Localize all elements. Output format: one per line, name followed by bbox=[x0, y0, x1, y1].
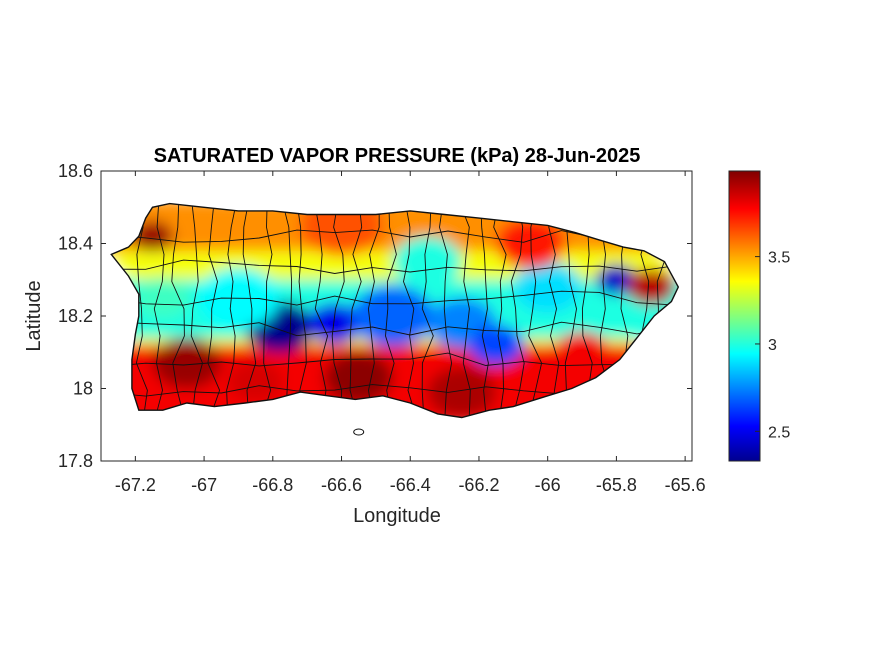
municipality-border bbox=[528, 203, 543, 418]
x-tick-label: -65.8 bbox=[596, 475, 637, 495]
municipality-border bbox=[367, 203, 380, 418]
y-tick-label: 18.2 bbox=[58, 306, 93, 326]
x-tick-label: -66 bbox=[535, 475, 561, 495]
x-axis-ticks: -67.2 -67 -66.8 -66.6 -66.4 -66.2 -66 -65.8 -65.… bbox=[115, 171, 706, 495]
field-hotspot bbox=[496, 218, 565, 269]
y-tick-label: 18 bbox=[73, 379, 93, 399]
municipality-border bbox=[207, 203, 221, 418]
municipality-border bbox=[385, 203, 397, 418]
municipality-border bbox=[349, 203, 363, 418]
municipality-border bbox=[111, 352, 679, 368]
x-tick-label: -66.8 bbox=[252, 475, 293, 495]
caja-de-muertos-island bbox=[353, 428, 365, 436]
municipality-boundaries bbox=[110, 202, 680, 436]
field-hotspot bbox=[186, 203, 256, 251]
municipality-border bbox=[111, 290, 679, 306]
x-tick-label: -66.2 bbox=[458, 475, 499, 495]
y-tick-label: 18.4 bbox=[58, 234, 93, 254]
x-tick-label: -67 bbox=[191, 475, 217, 495]
x-tick-label: -67.2 bbox=[115, 475, 156, 495]
municipality-border bbox=[153, 203, 165, 418]
municipality-border bbox=[171, 203, 185, 418]
municipality-border bbox=[135, 203, 148, 418]
field-hotspot bbox=[513, 261, 583, 313]
colorbar-tick-label: 3.5 bbox=[768, 250, 790, 267]
field-hotspot bbox=[427, 366, 497, 418]
field-hotspot bbox=[595, 264, 638, 295]
y-tick-label: 17.8 bbox=[58, 451, 93, 471]
y-axis-ticks: 17.8 18 18.2 18.4 18.6 bbox=[58, 161, 692, 471]
municipality-border bbox=[111, 321, 679, 337]
island-outline bbox=[110, 202, 680, 419]
colorbar: 2.5 3 3.5 bbox=[728, 170, 790, 462]
municipality-border bbox=[296, 203, 310, 418]
municipality-border bbox=[226, 203, 238, 418]
colorbar-gradient bbox=[728, 170, 761, 462]
y-axis-label: Latitude bbox=[23, 280, 45, 351]
colorbar-tick-label: 2.5 bbox=[768, 424, 790, 441]
field-blobs bbox=[111, 203, 679, 418]
municipality-border bbox=[510, 203, 525, 418]
x-axis-label: Longitude bbox=[353, 505, 441, 527]
field-hotspot bbox=[351, 285, 435, 347]
colorbar-ticks: 2.5 3 3.5 bbox=[755, 250, 790, 441]
municipality-border bbox=[458, 203, 471, 418]
municipality-border bbox=[111, 259, 679, 274]
x-tick-label: -65.6 bbox=[665, 475, 706, 495]
municipality-border bbox=[548, 203, 560, 418]
field-hotspot bbox=[554, 331, 610, 373]
municipality-border bbox=[493, 203, 507, 418]
field-hotspot bbox=[626, 269, 675, 305]
y-tick-label: 18.6 bbox=[58, 161, 93, 181]
municipality-border bbox=[564, 203, 577, 418]
plot-area: -67.2 -67 -66.8 -66.6 -66.4 -66.2 -66 -65.8 -65.… bbox=[58, 161, 706, 495]
municipality-border bbox=[281, 203, 293, 418]
vapor-pressure-field bbox=[111, 203, 679, 418]
field-hotspot bbox=[152, 337, 222, 389]
municipality-border bbox=[421, 203, 434, 418]
field-hotspot bbox=[393, 236, 462, 287]
field-hotspot bbox=[228, 360, 284, 402]
colorbar-tick-label: 3 bbox=[768, 337, 777, 354]
municipality-border bbox=[313, 203, 329, 418]
municipality-border bbox=[439, 203, 453, 418]
municipality-border bbox=[190, 203, 203, 418]
municipality-border bbox=[331, 203, 345, 418]
x-tick-label: -66.6 bbox=[321, 475, 362, 495]
field-hotspot bbox=[135, 277, 191, 319]
chart-title: SATURATED VAPOR PRESSURE (kPa) 28-Jun-20… bbox=[154, 145, 641, 167]
municipality-border bbox=[403, 203, 417, 418]
x-tick-label: -66.4 bbox=[390, 475, 431, 495]
municipality-border bbox=[242, 203, 257, 418]
